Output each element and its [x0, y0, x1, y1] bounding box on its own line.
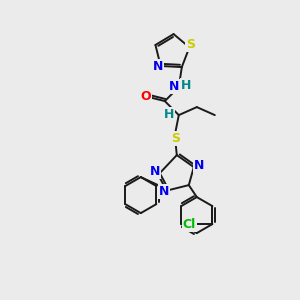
Text: Cl: Cl — [183, 218, 196, 231]
Text: O: O — [140, 90, 151, 103]
Text: N: N — [194, 159, 204, 172]
Text: N: N — [152, 61, 163, 74]
Text: H: H — [164, 108, 174, 121]
Text: N: N — [159, 184, 169, 198]
Text: H: H — [181, 79, 191, 92]
Text: S: S — [171, 132, 180, 145]
Text: S: S — [186, 38, 195, 51]
Text: N: N — [169, 80, 179, 93]
Text: N: N — [150, 165, 160, 178]
